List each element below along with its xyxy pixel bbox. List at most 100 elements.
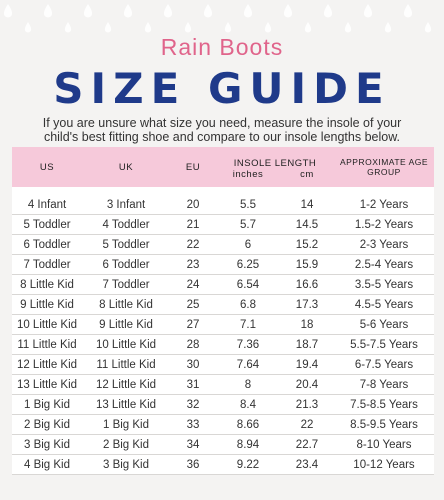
cell-age: 4.5-5 Years [334,294,434,315]
cell-cm: 19.4 [280,354,334,375]
cell-eu: 33 [170,414,216,435]
cell-us: 4 Big Kid [12,454,82,475]
cell-inches: 5.7 [216,214,280,235]
col-header-eu: EU [185,161,201,173]
cell-eu: 24 [170,274,216,295]
cell-age: 2-3 Years [334,234,434,255]
cell-cm: 17.3 [280,294,334,315]
raindrop-icon [403,4,413,18]
cell-eu: 27 [170,314,216,335]
cell-age: 8-10 Years [334,434,434,455]
cell-inches: 7.1 [216,314,280,335]
table-row: 2 Big Kid 1 Big Kid 33 8.66 22 8.5-9.5 Years [12,414,434,435]
table-row: 3 Big Kid 2 Big Kid 34 8.94 22.7 8-10 Years [12,434,434,455]
col-header-us: US [39,161,55,173]
raindrop-icon [163,4,173,18]
cell-cm: 20.4 [280,374,334,395]
cell-eu: 28 [170,334,216,355]
cell-age: 2.5-4 Years [334,254,434,275]
col-header-cm: cm [300,169,314,180]
cell-eu: 36 [170,454,216,475]
cell-us: 7 Toddler [12,254,82,275]
table-row: 8 Little Kid 7 Toddler 24 6.54 16.6 3.5-5 Yea… [12,274,434,295]
cell-inches: 7.64 [216,354,280,375]
table-row: 9 Little Kid 8 Little Kid 25 6.8 17.3 4.5-5 Y… [12,294,434,315]
cell-age: 8.5-9.5 Years [334,414,434,435]
cell-uk: 3 Big Kid [82,454,170,475]
cell-inches: 8.4 [216,394,280,415]
table-row: 10 Little Kid 9 Little Kid 27 7.1 18 5-6 Year… [12,314,434,335]
table-row: 6 Toddler 5 Toddler 22 6 15.2 2-3 Years [12,234,434,255]
raindrop-icon [363,4,373,18]
cell-us: 1 Big Kid [12,394,82,415]
raindrop-icon [83,4,93,18]
cell-cm: 14 [280,195,334,215]
table-spacer [12,187,434,195]
table-row: 11 Little Kid 10 Little Kid 28 7.36 18.7 5.5-… [12,334,434,355]
cell-inches: 8.94 [216,434,280,455]
cell-inches: 6.54 [216,274,280,295]
cell-uk: 11 Little Kid [82,354,170,375]
cell-eu: 25 [170,294,216,315]
col-header-inches: inches [232,169,264,180]
cell-age: 5.5-7.5 Years [334,334,434,355]
raindrop-icon [323,4,333,18]
table-row: 4 Big Kid 3 Big Kid 36 9.22 23.4 10-12 Years [12,454,434,475]
cell-uk: 7 Toddler [82,274,170,295]
cell-age: 5-6 Years [334,314,434,335]
table-row: 5 Toddler 4 Toddler 21 5.7 14.5 1.5-2 Years [12,214,434,235]
cell-uk: 4 Toddler [82,214,170,235]
raindrop-icon [424,22,432,33]
cell-us: 4 Infant [12,195,82,215]
raindrop-icon [243,4,253,18]
cell-uk: 5 Toddler [82,234,170,255]
cell-cm: 21.3 [280,394,334,415]
cell-inches: 6 [216,234,280,255]
col-header-uk: UK [118,161,134,173]
cell-cm: 16.6 [280,274,334,295]
raindrop-icon [104,22,112,33]
raindrop-icon [203,4,213,18]
raindrop-icon [144,22,152,33]
cell-inches: 8.66 [216,414,280,435]
cell-eu: 31 [170,374,216,395]
cell-eu: 22 [170,234,216,255]
table-row: 4 Infant 3 Infant 20 5.5 14 1-2 Years [12,195,434,215]
cell-age: 3.5-5 Years [334,274,434,295]
cell-us: 12 Little Kid [12,354,82,375]
cell-cm: 22.7 [280,434,334,455]
cell-age: 7.5-8.5 Years [334,394,434,415]
cell-cm: 14.5 [280,214,334,235]
col-header-age: APPROXIMATE AGE GROUP [339,157,429,177]
cell-us: 2 Big Kid [12,414,82,435]
cell-cm: 23.4 [280,454,334,475]
raindrop-icon [344,22,352,33]
col-header-insole: INSOLE LENGTH [233,158,317,169]
cell-inches: 5.5 [216,195,280,215]
cell-us: 9 Little Kid [12,294,82,315]
raindrop-icon [184,22,192,33]
raindrop-icon [283,4,293,18]
cell-age: 6-7.5 Years [334,354,434,375]
cell-cm: 18.7 [280,334,334,355]
cell-cm: 15.9 [280,254,334,275]
cell-uk: 12 Little Kid [82,374,170,395]
cell-eu: 32 [170,394,216,415]
cell-uk: 2 Big Kid [82,434,170,455]
cell-us: 11 Little Kid [12,334,82,355]
raindrop-icon [64,22,72,33]
cell-eu: 23 [170,254,216,275]
cell-uk: 10 Little Kid [82,334,170,355]
cell-eu: 30 [170,354,216,375]
raindrop-icon [3,4,13,18]
cell-inches: 9.22 [216,454,280,475]
cell-us: 5 Toddler [12,214,82,235]
table-row: 1 Big Kid 13 Little Kid 32 8.4 21.3 7.5-8.5 Y… [12,394,434,415]
cell-age: 10-12 Years [334,454,434,475]
cell-inches: 6.8 [216,294,280,315]
cell-uk: 9 Little Kid [82,314,170,335]
cell-us: 6 Toddler [12,234,82,255]
intro-text: If you are unsure what size you need, me… [42,116,402,144]
cell-cm: 22 [280,414,334,435]
cell-inches: 6.25 [216,254,280,275]
